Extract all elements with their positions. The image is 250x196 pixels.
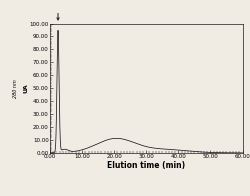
Y-axis label: UA: UA	[23, 83, 28, 93]
Text: 280 nm: 280 nm	[13, 79, 18, 98]
X-axis label: Elution time (min): Elution time (min)	[107, 161, 185, 170]
